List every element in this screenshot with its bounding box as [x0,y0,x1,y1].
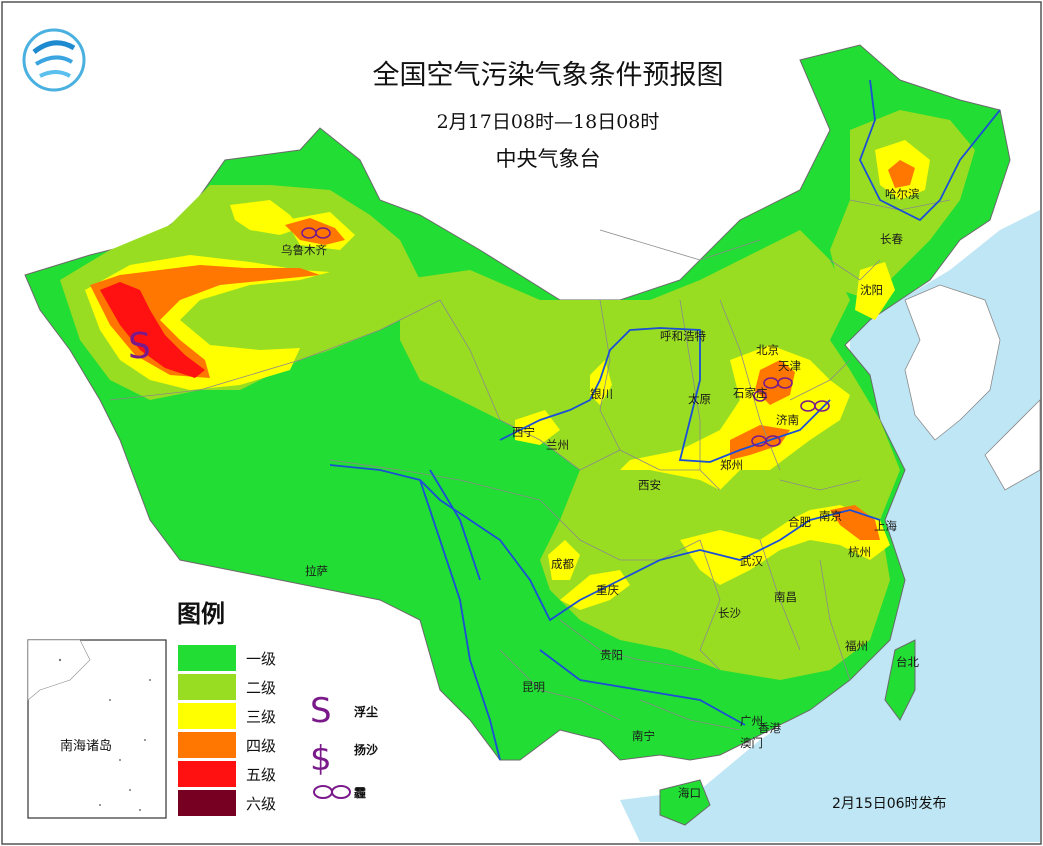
hainan-island [659,779,711,826]
region-level-3-urumqi [230,200,300,235]
legend-symbol-dust: S 浮尘 [310,691,378,731]
city-hangzhou: 杭州 [848,545,871,559]
city-shanghai: 上海 [874,519,897,533]
south-china-sea-inset: 南海诸岛 [27,639,167,819]
legend-swatch-5 [178,761,236,787]
region-level-3-chongqing [560,570,630,610]
haze-symbol-urumqi [301,227,331,239]
map-title: 全国空气污染气象条件预报图 [373,60,724,91]
city-xining: 西宁 [512,425,535,439]
legend-level-label-6: 六级 [246,795,276,813]
city-xian: 西安 [638,478,661,492]
region-level-3-xining [515,410,560,445]
legend-swatch-4 [178,732,236,758]
city-lhasa: 拉萨 [305,564,328,578]
city-fuzhou: 福州 [845,639,868,653]
floating-dust-legend-icon: S [310,691,332,731]
city-beijing: 北京 [756,343,779,357]
blowing-sand-label: 扬沙 [354,742,378,757]
city-labels: 乌鲁木齐 哈尔滨 长春 沈阳 呼和浩特 北京 天津 石家庄 太原 济南 银川 西… [281,187,920,800]
region-level-3-yinchuan [590,360,612,405]
issued-time: 2月15日06时发布 [832,796,947,812]
haze-symbol-zhengzhou [751,435,781,447]
haze-label: 霾 [354,786,366,800]
legend-level-label-3: 三级 [246,708,276,726]
japan-island [984,399,1041,491]
korea-peninsula [904,284,1001,441]
cma-logo [22,28,86,92]
city-kunming: 昆明 [522,680,545,694]
legend-symbol-haze: 霾 [313,785,366,800]
legend-swatch-1 [178,645,236,671]
region-level-2-northeast [830,110,975,300]
city-taiyuan: 太原 [688,392,711,406]
rivers [329,79,1001,761]
haze-legend-icon [313,785,351,799]
haze-symbol-shijiazhuang [753,390,767,402]
legend-level-label-2: 二级 [246,679,276,697]
region-level-3-shenyang [855,262,895,320]
city-hefei: 合肥 [788,515,811,529]
city-hongkong: 香港 [758,721,781,735]
floating-dust-label: 浮尘 [354,704,378,719]
legend-swatch-3 [178,703,236,729]
legend-symbol-sand: $ 扬沙 [310,739,378,779]
agency-name: 中央气象台 [496,147,601,171]
city-hohhot: 呼和浩特 [660,329,706,343]
region-level-2-central [400,230,900,680]
city-tianjin: 天津 [778,359,801,373]
city-harbin: 哈尔滨 [885,187,920,201]
city-changchun: 长春 [880,232,903,246]
region-level-3-yangtze [680,505,890,585]
floating-dust-symbol: S [128,326,151,367]
haze-symbol-beijing [763,377,793,389]
taiwan-island [884,639,916,721]
legend-level-label-4: 四级 [246,737,276,755]
legend-title: 图例 [177,600,225,628]
region-level-5-west [100,282,205,378]
city-lanzhou: 兰州 [546,438,569,452]
city-taipei: 台北 [896,655,919,669]
region-level-3-chengdu [548,540,580,580]
city-yinchuan: 银川 [590,387,613,401]
region-level-4-harbin [888,160,915,188]
legend-swatch-2 [178,674,236,700]
city-changsha: 长沙 [718,606,741,620]
city-guiyang: 贵阳 [600,648,623,662]
city-macau: 澳门 [740,736,763,750]
city-nanning: 南宁 [632,729,655,743]
city-chongqing: 重庆 [596,583,619,597]
city-jinan: 济南 [776,413,799,427]
legend-swatch-6 [178,790,236,816]
city-nanjing: 南京 [819,509,842,523]
city-urumqi: 乌鲁木齐 [281,243,327,257]
city-shenyang: 沈阳 [860,283,883,297]
province-borders [109,199,951,731]
city-guangzhou: 广州 [740,714,763,728]
city-haikou: 海口 [678,786,701,800]
city-nanchang: 南昌 [774,590,797,604]
valid-period: 2月17日08时—18日08时 [437,111,660,133]
haze-symbol-jinan [800,400,830,412]
city-shijiazhuang: 石家庄 [733,386,768,400]
city-chengdu: 成都 [551,557,574,571]
blowing-sand-legend-icon: $ [310,739,332,779]
city-zhengzhou: 郑州 [720,458,743,472]
city-wuhan: 武汉 [740,554,763,568]
inset-label: 南海诸岛 [60,738,112,754]
legend-level-label-5: 五级 [246,766,276,784]
haze-symbols [301,227,830,447]
legend-level-label-1: 一级 [246,650,276,668]
region-level-4-shanghai [830,505,880,540]
